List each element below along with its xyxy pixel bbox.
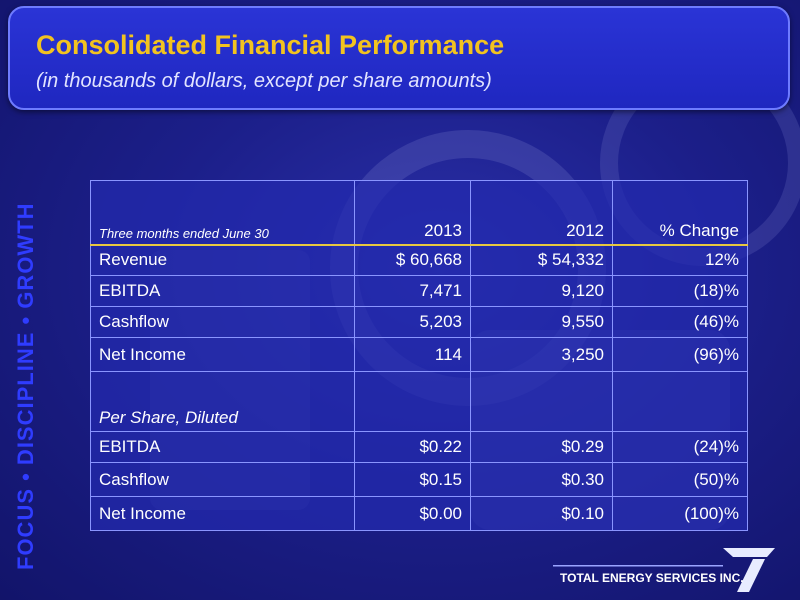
- value-2013: 5,203: [354, 306, 471, 338]
- value-2013: 7,471: [354, 275, 471, 307]
- company-logo-icon: [553, 548, 775, 592]
- value-2012: $ 54,332: [470, 244, 613, 276]
- value-change: 12%: [612, 244, 748, 276]
- table-row: Revenue $ 60,668 $ 54,332 12%: [90, 244, 748, 276]
- table-row: Net Income 114 3,250 (96)%: [90, 337, 748, 372]
- row-label: Net Income: [90, 337, 355, 372]
- value-change: (18)%: [612, 275, 748, 307]
- value-2013: $ 60,668: [354, 244, 471, 276]
- empty-cell: [354, 371, 471, 432]
- row-label: Cashflow: [90, 462, 355, 497]
- value-change: (96)%: [612, 337, 748, 372]
- title-banner: Consolidated Financial Performance (in t…: [8, 6, 790, 110]
- value-change: (100)%: [612, 496, 748, 531]
- value-2012: $0.10: [470, 496, 613, 531]
- table-row: EBITDA 7,471 9,120 (18)%: [90, 275, 748, 307]
- per-share-label: Per Share, Diluted: [90, 371, 355, 432]
- value-2012: $0.29: [470, 431, 613, 463]
- column-header-2013: 2013: [354, 180, 471, 246]
- value-2012: 9,120: [470, 275, 613, 307]
- page-title: Consolidated Financial Performance: [36, 30, 505, 60]
- empty-cell: [612, 371, 748, 432]
- financial-table: Three months ended June 30 2013 2012 % C…: [90, 180, 748, 531]
- side-tagline: FOCUS • DISCIPLINE • GROWTH: [13, 202, 38, 570]
- period-label: Three months ended June 30: [90, 180, 355, 246]
- table-row: Cashflow $0.15 $0.30 (50)%: [90, 462, 748, 497]
- table-row: Cashflow 5,203 9,550 (46)%: [90, 306, 748, 338]
- table-row: EBITDA $0.22 $0.29 (24)%: [90, 431, 748, 463]
- table-row: Net Income $0.00 $0.10 (100)%: [90, 496, 748, 531]
- value-change: (46)%: [612, 306, 748, 338]
- value-2012: 9,550: [470, 306, 613, 338]
- empty-cell: [470, 371, 613, 432]
- column-header-change: % Change: [612, 180, 748, 246]
- value-2013: $0.15: [354, 462, 471, 497]
- value-change: (50)%: [612, 462, 748, 497]
- section-header-row: Per Share, Diluted: [90, 371, 748, 432]
- value-2013: $0.22: [354, 431, 471, 463]
- page-subtitle: (in thousands of dollars, except per sha…: [36, 70, 492, 92]
- table-header-row: Three months ended June 30 2013 2012 % C…: [90, 180, 748, 246]
- value-2012: 3,250: [470, 337, 613, 372]
- row-label: Cashflow: [90, 306, 355, 338]
- value-2013: $0.00: [354, 496, 471, 531]
- value-2012: $0.30: [470, 462, 613, 497]
- value-change: (24)%: [612, 431, 748, 463]
- company-name: TOTAL ENERGY SERVICES INC.: [560, 571, 744, 585]
- row-label: Revenue: [90, 244, 355, 276]
- value-2013: 114: [354, 337, 471, 372]
- column-header-2012: 2012: [470, 180, 613, 246]
- row-label: EBITDA: [90, 431, 355, 463]
- row-label: Net Income: [90, 496, 355, 531]
- row-label: EBITDA: [90, 275, 355, 307]
